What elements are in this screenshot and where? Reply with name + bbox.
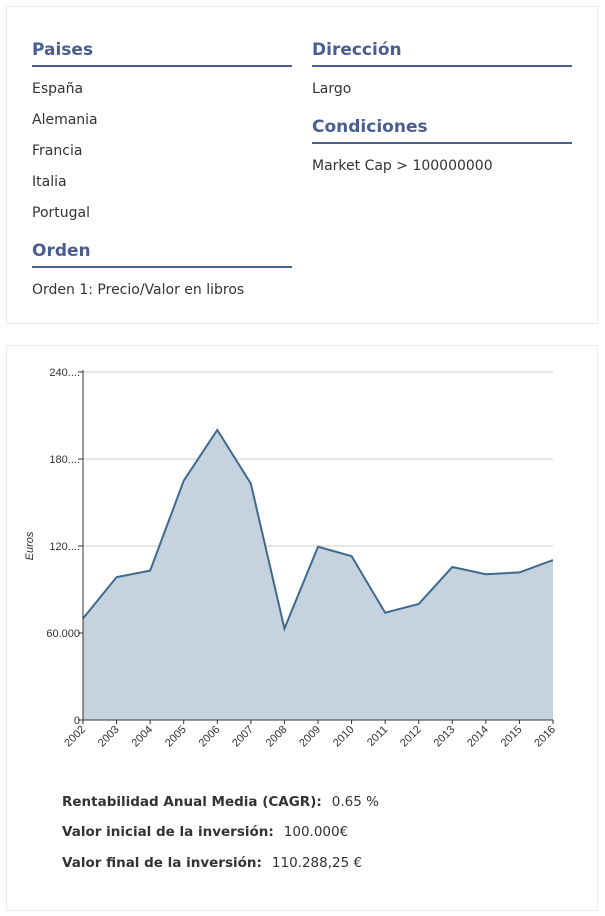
x-tick-label: 2015 xyxy=(499,724,525,750)
cagr-value: 0.65 % xyxy=(331,794,379,810)
pais-item: Italia xyxy=(32,174,67,190)
final-value: 110.288,25 € xyxy=(271,855,363,871)
final-value-row: Valor final de la inversión: 110.288,25 € xyxy=(62,854,362,872)
pais-item: Alemania xyxy=(32,112,98,128)
pais-item: España xyxy=(32,81,84,97)
initial-value-row: Valor inicial de la inversión: 100.000€ xyxy=(62,823,348,841)
pais-item: Francia xyxy=(32,143,83,159)
direccion-title: Dirección xyxy=(312,40,572,67)
chart-card: 0 60.000 120.... 180.... 240.... 2002 2003 2004… xyxy=(6,345,598,911)
orden-item: Orden 1: Precio/Valor en libros xyxy=(32,282,245,298)
x-tick-label: 2013 xyxy=(432,724,458,750)
x-tick-label: 2010 xyxy=(331,724,357,750)
x-tick-label: 2014 xyxy=(465,724,491,750)
series-line xyxy=(82,428,554,632)
cagr-row: Rentabilidad Anual Media (CAGR): 0.65 % xyxy=(62,793,379,811)
y-tick-label: 180.... xyxy=(49,454,80,466)
orden-title: Orden xyxy=(32,241,292,268)
y-tick-label: 0 xyxy=(74,715,80,727)
x-tick-label: 2009 xyxy=(297,724,323,750)
condiciones-title: Condiciones xyxy=(312,117,572,144)
criteria-card: Paises España Alemania Francia Italia Po… xyxy=(6,6,598,324)
series-area xyxy=(83,430,553,720)
y-tick-label: 240.... xyxy=(49,367,80,379)
x-tick-label: 2003 xyxy=(96,724,122,750)
cagr-label: Rentabilidad Anual Media (CAGR): xyxy=(62,794,322,810)
x-tick-label: 2008 xyxy=(264,724,290,750)
x-tick-label: 2011 xyxy=(365,724,390,749)
pais-item: Portugal xyxy=(32,205,90,221)
condicion-item: Market Cap > 100000000 xyxy=(312,158,493,174)
x-tick-label: 2005 xyxy=(163,724,189,750)
x-tick-label: 2016 xyxy=(532,724,558,750)
x-tick-label: 2006 xyxy=(197,724,223,750)
y-axis-title: Euros xyxy=(24,531,36,560)
x-tick-label: 2012 xyxy=(398,724,424,750)
y-tick-label: 60.000 xyxy=(46,628,80,640)
direccion-item: Largo xyxy=(312,81,352,97)
paises-title: Paises xyxy=(32,40,292,67)
x-tick-label: 2002 xyxy=(62,724,88,750)
x-tick-label: 2004 xyxy=(129,724,155,750)
final-value-label: Valor final de la inversión: xyxy=(62,855,262,871)
initial-value-label: Valor inicial de la inversión: xyxy=(62,824,274,840)
initial-value: 100.000€ xyxy=(283,824,349,840)
y-tick-label: 120.... xyxy=(49,541,80,553)
x-tick-label: 2007 xyxy=(230,724,256,750)
area-chart: 0 60.000 120.... 180.... 240.... 2002 2003 2004… xyxy=(24,367,558,750)
